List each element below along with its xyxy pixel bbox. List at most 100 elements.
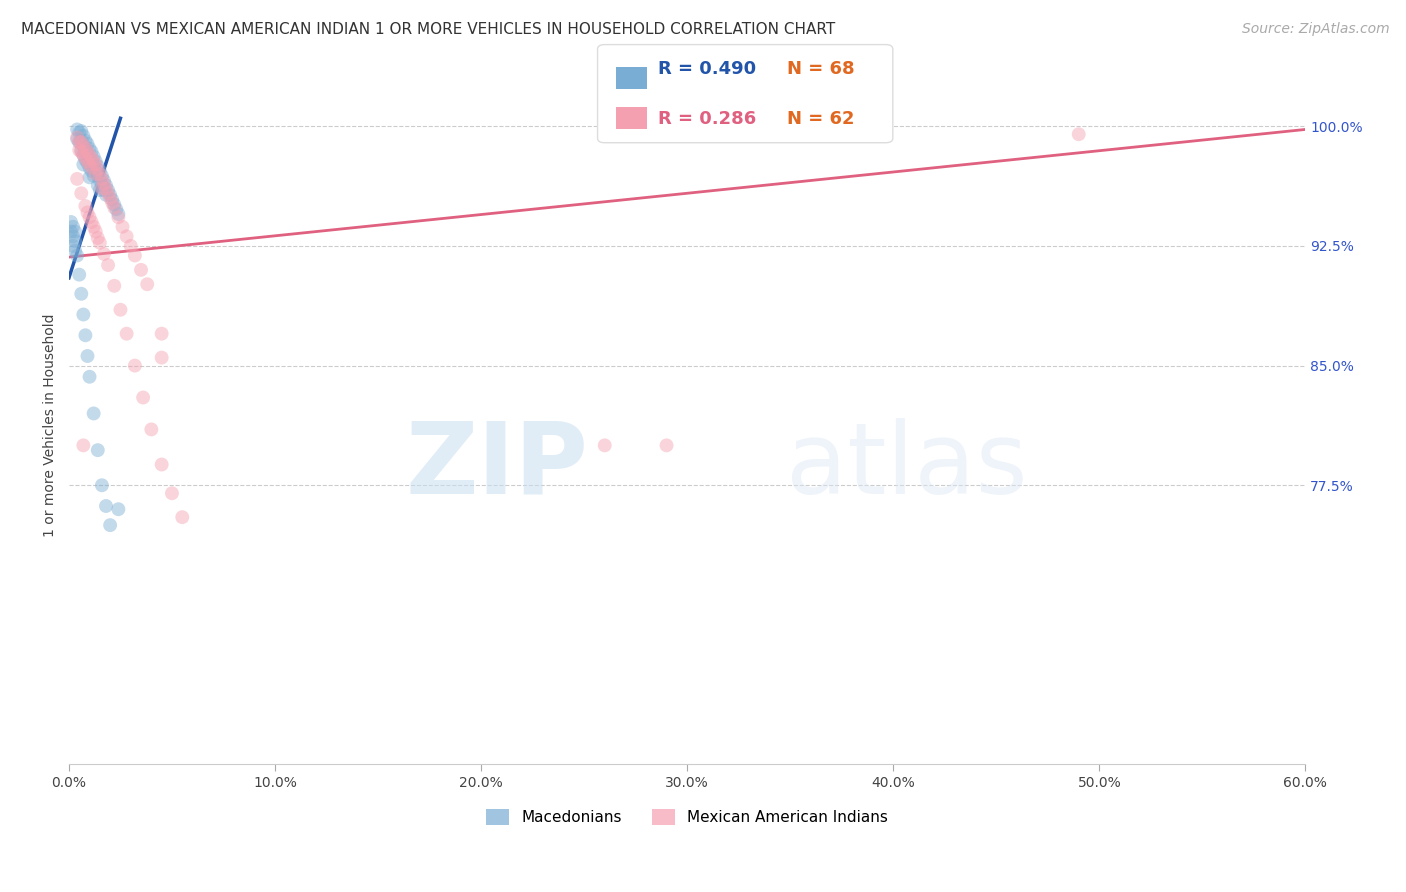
Point [62, 229, 84, 244]
Point [59, 225, 82, 239]
Point [90, 478, 112, 492]
Point [90, 172, 112, 186]
Point [94, 187, 117, 202]
Point [70, 124, 93, 138]
Point [87, 162, 110, 177]
Point [84, 167, 107, 181]
Point [79, 170, 101, 185]
Text: atlas: atlas [786, 417, 1028, 515]
Point [75, 328, 97, 343]
Point [63, 225, 86, 239]
Point [72, 148, 94, 162]
Text: Source: ZipAtlas.com: Source: ZipAtlas.com [1241, 22, 1389, 37]
Point [80, 151, 103, 165]
Point [87, 159, 110, 173]
Point [107, 210, 129, 224]
Point [84, 164, 107, 178]
Point [76, 136, 98, 151]
Point [111, 219, 134, 234]
Point [120, 239, 142, 253]
Point [115, 229, 138, 244]
Point [62, 239, 84, 253]
Point [98, 187, 121, 202]
Point [89, 164, 111, 178]
Point [63, 244, 86, 258]
Point [75, 142, 97, 156]
Point [79, 157, 101, 171]
Point [67, 135, 90, 149]
Point [72, 438, 94, 452]
Point [101, 193, 124, 207]
Point [70, 134, 93, 148]
Point [75, 153, 97, 167]
Point [72, 157, 94, 171]
Point [72, 128, 94, 143]
Point [80, 154, 103, 169]
Point [84, 154, 107, 169]
Point [67, 143, 90, 157]
Point [89, 183, 111, 197]
Point [75, 143, 97, 157]
Point [72, 148, 94, 162]
Point [107, 207, 129, 221]
Point [76, 349, 98, 363]
Point [83, 150, 105, 164]
Point [70, 135, 93, 149]
Point [79, 148, 101, 162]
Point [150, 326, 173, 341]
Point [80, 145, 103, 159]
Point [103, 278, 125, 293]
Point [101, 195, 124, 210]
Point [93, 177, 115, 191]
Y-axis label: 1 or more Vehicles in Household: 1 or more Vehicles in Household [44, 314, 58, 537]
Point [80, 161, 103, 175]
Point [63, 234, 86, 248]
Point [79, 210, 101, 224]
Point [103, 197, 125, 211]
Legend: Macedonians, Mexican American Indians: Macedonians, Mexican American Indians [479, 803, 894, 831]
Point [80, 164, 103, 178]
Point [97, 258, 120, 272]
Point [83, 219, 105, 234]
Point [110, 302, 132, 317]
Point [75, 151, 97, 165]
Point [84, 157, 107, 171]
Point [62, 219, 84, 234]
Point [75, 199, 97, 213]
Point [124, 248, 146, 262]
Point [160, 486, 183, 500]
Point [80, 215, 103, 229]
Point [70, 145, 93, 159]
Point [89, 167, 111, 181]
Point [90, 181, 112, 195]
Point [141, 422, 163, 436]
Point [72, 138, 94, 153]
Point [150, 458, 173, 472]
Point [129, 263, 152, 277]
Point [70, 143, 93, 157]
Point [76, 146, 98, 161]
Point [93, 247, 115, 261]
Text: R = 0.286: R = 0.286 [658, 110, 756, 128]
Point [132, 391, 155, 405]
Point [76, 156, 98, 170]
Point [70, 286, 93, 301]
Point [98, 518, 121, 533]
Point [79, 369, 101, 384]
Point [150, 351, 173, 365]
Point [97, 183, 120, 197]
Point [72, 138, 94, 153]
Point [72, 308, 94, 322]
Text: MACEDONIAN VS MEXICAN AMERICAN INDIAN 1 OR MORE VEHICLES IN HOUSEHOLD CORRELATIO: MACEDONIAN VS MEXICAN AMERICAN INDIAN 1 … [21, 22, 835, 37]
Point [89, 235, 111, 250]
Point [66, 122, 89, 136]
Point [94, 181, 117, 195]
Point [87, 443, 110, 458]
Point [76, 154, 98, 169]
Point [97, 186, 120, 201]
Point [70, 186, 93, 201]
Point [79, 161, 101, 175]
Text: ZIP: ZIP [405, 417, 588, 515]
Point [66, 172, 89, 186]
Point [67, 126, 90, 140]
